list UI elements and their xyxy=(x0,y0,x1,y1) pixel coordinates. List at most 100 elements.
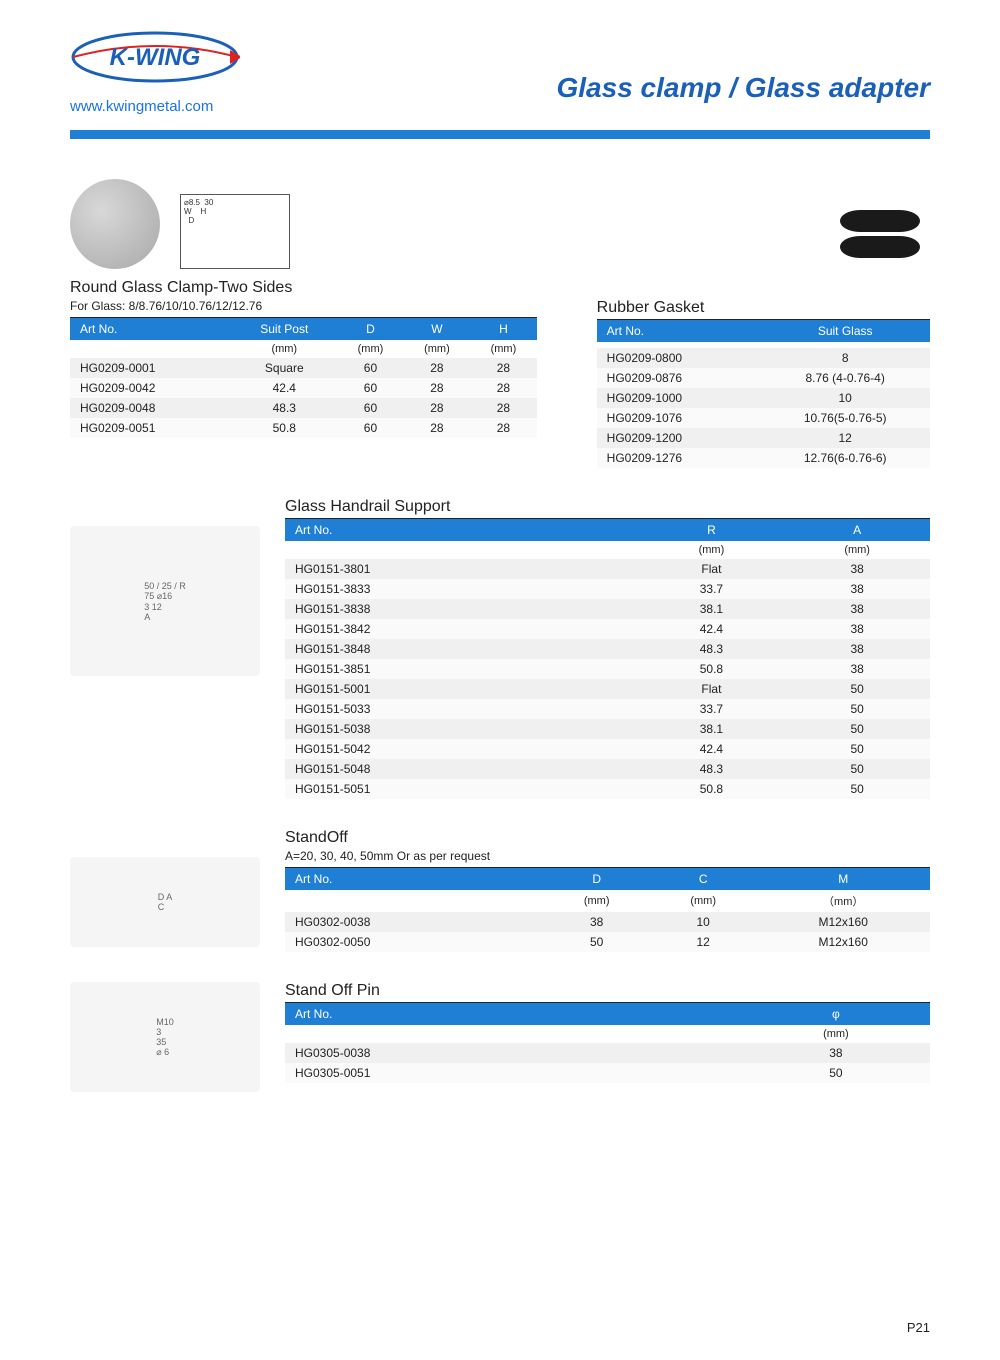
table-unit: (mm) xyxy=(742,1025,930,1043)
table-header: D xyxy=(337,318,403,340)
table-cell: 50.8 xyxy=(639,659,785,679)
round-clamp-drawing: ⌀8.5 30W H D xyxy=(180,194,290,269)
table-cell: 42.4 xyxy=(639,739,785,759)
table-cell: 50 xyxy=(784,699,930,719)
handrail-images: 50 / 25 / R75 ⌀163 12A xyxy=(70,498,260,799)
table-row: HG0209-107610.76(5-0.76-5) xyxy=(597,408,930,428)
table-cell: 28 xyxy=(404,358,470,378)
table-unit: (mm) xyxy=(470,340,537,358)
table-row: HG0302-00383810M12x160 xyxy=(285,912,930,932)
table-cell: 38 xyxy=(784,599,930,619)
standoff-drawing: D AC xyxy=(70,857,260,947)
table-row: HG0151-3801Flat38 xyxy=(285,559,930,579)
table-header: R xyxy=(639,519,785,541)
website-url[interactable]: www.kwingmetal.com xyxy=(70,98,213,115)
table-cell: 10 xyxy=(760,388,930,408)
table-cell: 48.3 xyxy=(639,639,785,659)
table-cell: 42.4 xyxy=(639,619,785,639)
table-cell: HG0209-0042 xyxy=(70,378,231,398)
table-cell: 50 xyxy=(784,779,930,799)
standoff-pin-images: M10335⌀ 6 xyxy=(70,982,260,1092)
table-unit xyxy=(285,890,543,912)
table-cell: HG0209-0048 xyxy=(70,398,231,418)
title-rule xyxy=(70,317,537,318)
table-header: Art No. xyxy=(285,519,639,541)
round-clamp-title: Round Glass Clamp-Two Sides xyxy=(70,279,537,297)
table-cell: 50 xyxy=(784,719,930,739)
table-header: φ xyxy=(742,1003,930,1025)
handrail-table: Art No.RA(mm)(mm)HG0151-3801Flat38HG0151… xyxy=(285,519,930,799)
brand-logo: K-WING xyxy=(70,30,240,85)
table-cell: 38.1 xyxy=(639,719,785,739)
table-header: A xyxy=(784,519,930,541)
table-cell: 10 xyxy=(650,912,756,932)
table-cell: 38.1 xyxy=(639,599,785,619)
page-header: K-WING www.kwingmetal.com Glass clamp / … xyxy=(70,30,930,125)
table-cell: 38 xyxy=(742,1043,930,1063)
table-cell: HG0209-1076 xyxy=(597,408,761,428)
table-cell: HG0151-5048 xyxy=(285,759,639,779)
table-cell: HG0151-3833 xyxy=(285,579,639,599)
table-cell: HG0209-0876 xyxy=(597,368,761,388)
table-row: HG0209-08768.76 (4-0.76-4) xyxy=(597,368,930,388)
table-unit: (mm) xyxy=(639,541,785,559)
table-cell: 28 xyxy=(470,418,537,438)
table-cell: HG0209-0051 xyxy=(70,418,231,438)
table-row: HG0209-004242.4602828 xyxy=(70,378,537,398)
table-row: HG0151-504848.350 xyxy=(285,759,930,779)
table-cell: HG0209-1000 xyxy=(597,388,761,408)
rubber-gasket-table: Art No.Suit GlassHG0209-08008HG0209-0876… xyxy=(597,320,930,468)
table-unit xyxy=(70,340,231,358)
standoff-title: StandOff xyxy=(285,829,930,847)
header-rule xyxy=(70,130,930,139)
table-cell: 50.8 xyxy=(231,418,337,438)
table-cell: 60 xyxy=(337,398,403,418)
table-row: HG0151-384848.338 xyxy=(285,639,930,659)
table-cell: 12 xyxy=(760,428,930,448)
standoff-pin-drawing: M10335⌀ 6 xyxy=(70,982,260,1092)
rubber-gasket-title: Rubber Gasket xyxy=(597,299,930,317)
table-row: HG0209-120012 xyxy=(597,428,930,448)
table-cell: HG0151-3842 xyxy=(285,619,639,639)
table-row: HG0209-08008 xyxy=(597,348,930,368)
table-cell: 28 xyxy=(470,398,537,418)
table-row: HG0151-503333.750 xyxy=(285,699,930,719)
table-unit xyxy=(285,1025,742,1043)
table-unit xyxy=(285,541,639,559)
table-cell: 60 xyxy=(337,358,403,378)
table-cell: 8 xyxy=(760,348,930,368)
page-number: P21 xyxy=(907,1320,930,1335)
standoff-table: Art No.DCM(mm)(mm)（mm）HG0302-00383810M12… xyxy=(285,868,930,952)
table-header: Suit Post xyxy=(231,318,337,340)
table-cell: 42.4 xyxy=(231,378,337,398)
table-cell: 12 xyxy=(650,932,756,952)
table-cell: 28 xyxy=(404,418,470,438)
table-cell: 48.3 xyxy=(639,759,785,779)
table-cell: 50 xyxy=(784,759,930,779)
table-cell: 38 xyxy=(543,912,649,932)
table-cell: HG0151-5033 xyxy=(285,699,639,719)
table-cell: 8.76 (4-0.76-4) xyxy=(760,368,930,388)
table-row: HG0151-383333.738 xyxy=(285,579,930,599)
table-unit: (mm) xyxy=(543,890,649,912)
table-header: Art No. xyxy=(285,1003,742,1025)
table-cell: HG0151-3848 xyxy=(285,639,639,659)
standoff-pin-table: Art No.φ(mm)HG0305-003838HG0305-005150 xyxy=(285,1003,930,1083)
round-clamp-table: Art No.Suit PostDWH(mm)(mm)(mm)(mm)HG020… xyxy=(70,318,537,438)
table-cell: HG0302-0050 xyxy=(285,932,543,952)
table-cell: HG0151-5001 xyxy=(285,679,639,699)
table-header: M xyxy=(756,868,930,890)
table-row: HG0305-003838 xyxy=(285,1043,930,1063)
table-row: HG0209-004848.3602828 xyxy=(70,398,537,418)
table-row: HG0151-505150.850 xyxy=(285,779,930,799)
table-cell: 38 xyxy=(784,639,930,659)
table-row: HG0302-00505012M12x160 xyxy=(285,932,930,952)
table-cell: 38 xyxy=(784,559,930,579)
handrail-title: Glass Handrail Support xyxy=(285,498,930,516)
rubber-gasket-photo xyxy=(830,199,930,269)
table-row: HG0151-504242.450 xyxy=(285,739,930,759)
title-rule xyxy=(285,1002,930,1003)
table-cell: Square xyxy=(231,358,337,378)
table-cell: HG0151-3851 xyxy=(285,659,639,679)
page-title: Glass clamp / Glass adapter xyxy=(556,72,930,104)
